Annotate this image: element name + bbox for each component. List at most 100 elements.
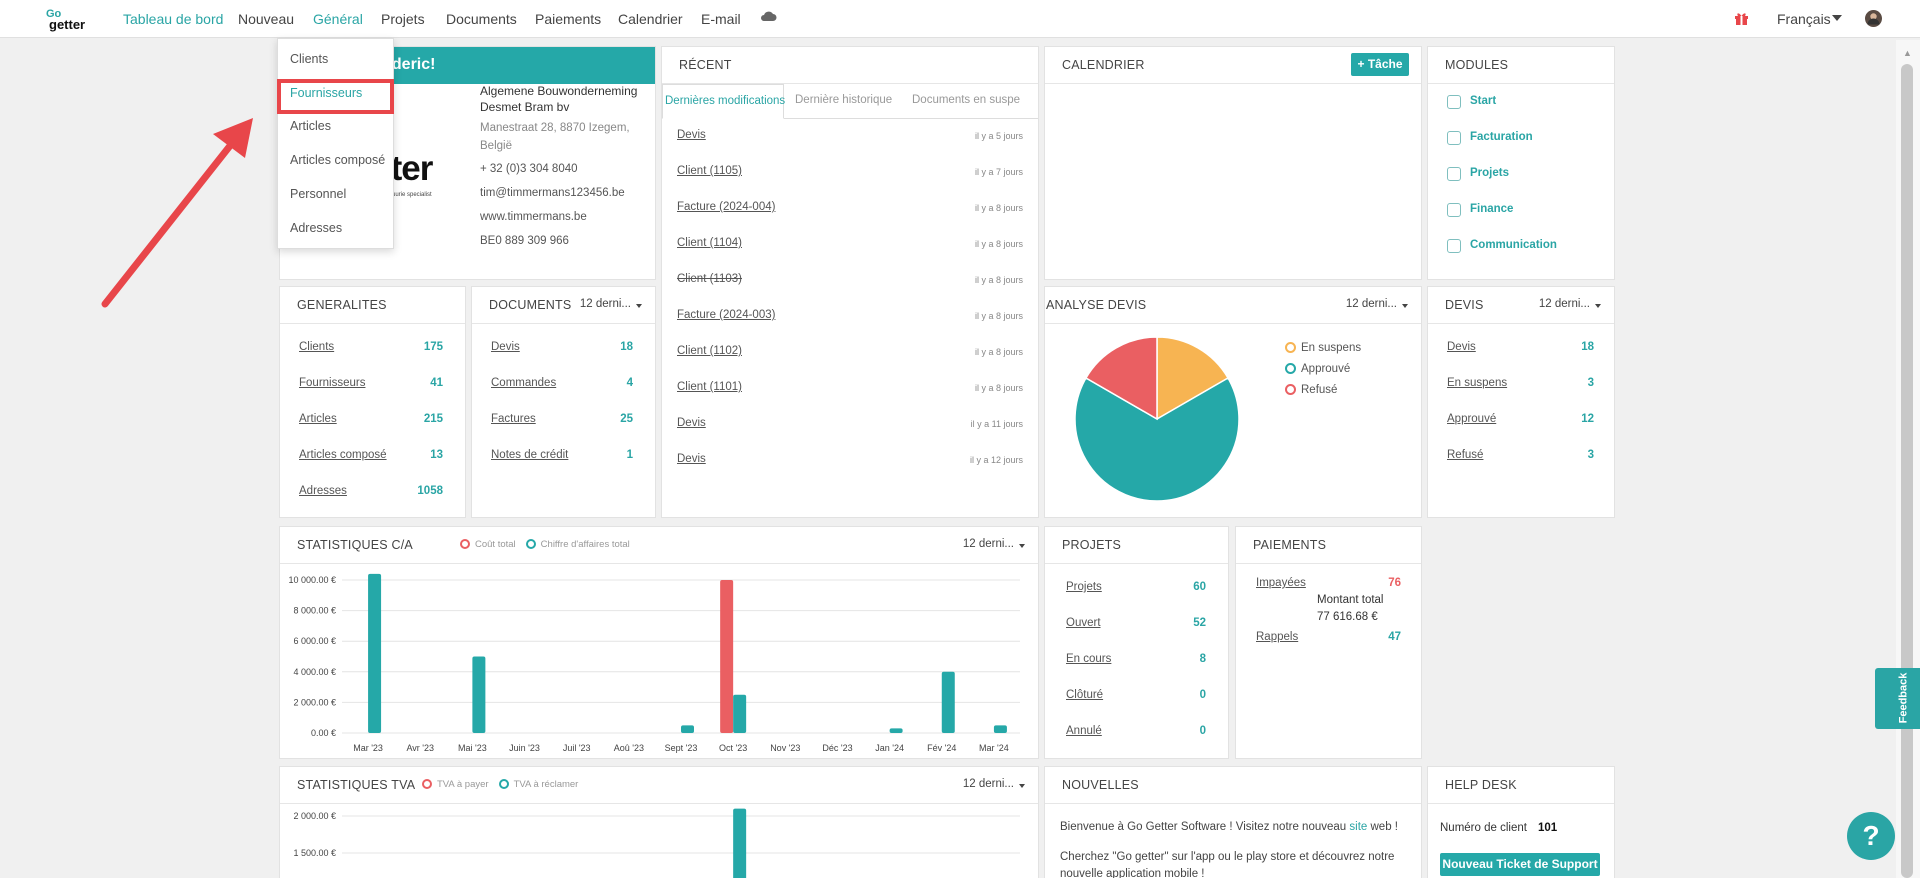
legend-tva-a-reclamer[interactable]: TVA à réclamer (498, 779, 578, 790)
recent-item-link[interactable]: Client (1104) (677, 237, 742, 249)
module-finance-link[interactable]: Finance (1470, 203, 1514, 215)
tab-documents-en-suspens[interactable]: Documents en suspe (912, 94, 1021, 106)
stats-ca-period-select[interactable]: 12 derni... (962, 538, 1014, 550)
generalites-adresses-value: 1058 (417, 485, 443, 497)
tab-derniere-historique[interactable]: Dernière historique (795, 94, 893, 106)
nav-projets[interactable]: Projets (381, 11, 425, 27)
documents-devis-link[interactable]: Devis (491, 341, 520, 353)
bar-chiffre-d-affaires-total[interactable] (941, 671, 955, 733)
recent-item-link[interactable]: Client (1103) (677, 273, 742, 285)
dropdown-item-articles[interactable]: Articles (290, 119, 331, 133)
module-facturation-link[interactable]: Facturation (1470, 131, 1533, 143)
paiements-impayees-link[interactable]: Impayées (1256, 577, 1306, 589)
bar-chiffre-d-affaires-total[interactable] (681, 725, 694, 733)
add-task-button[interactable]: + Tâche (1351, 53, 1409, 76)
projets-annule-link[interactable]: Annulé (1066, 725, 1102, 737)
devis-en-suspens-link[interactable]: En suspens (1447, 377, 1508, 389)
projets-ouvert-link[interactable]: Ouvert (1066, 617, 1101, 629)
legend-chiffre-d-affaires-total[interactable]: Chiffre d'affaires total (525, 539, 630, 550)
legend-tva-a-payer[interactable]: TVA à payer (422, 779, 489, 790)
generalites-adresses-link[interactable]: Adresses (299, 485, 347, 497)
nav-tableau-de-bord[interactable]: Tableau de bord (123, 11, 224, 27)
devis-devis-link[interactable]: Devis (1447, 341, 1476, 353)
nav-nouveau[interactable]: Nouveau (238, 11, 295, 27)
cloud-icon[interactable] (760, 10, 777, 22)
generalites-fournisseurs-link[interactable]: Fournisseurs (299, 377, 366, 389)
module-projets-link[interactable]: Projets (1470, 167, 1509, 179)
recent-item-time: il y a 7 jours (974, 167, 1023, 177)
dropdown-item-clients[interactable]: Clients (290, 52, 329, 66)
devis-approuve-link[interactable]: Approuvé (1447, 413, 1497, 425)
stats-ca-title: STATISTIQUES C/A (297, 538, 413, 552)
recent-item-link[interactable]: Devis (677, 129, 706, 141)
company-address: Manestraat 28, 8870 Izegem, België (480, 119, 630, 155)
bar-chiffre-d-affaires-total[interactable] (368, 573, 382, 733)
nav-paiements[interactable]: Paiements (535, 11, 602, 27)
devis-refuse-link[interactable]: Refusé (1447, 449, 1484, 461)
projets-en-cours-link[interactable]: En cours (1066, 653, 1112, 665)
recent-item-link[interactable]: Client (1105) (677, 165, 742, 177)
projets-cloture-link[interactable]: Clôturé (1066, 689, 1104, 701)
gift-icon[interactable] (1734, 11, 1749, 26)
recent-item-link[interactable]: Devis (677, 417, 706, 429)
nav-documents[interactable]: Documents (446, 11, 517, 27)
generalites-articles-link[interactable]: Articles (299, 413, 337, 425)
recent-item-link[interactable]: Client (1102) (677, 345, 742, 357)
logo-getter-text: getter (49, 17, 85, 32)
language-selector[interactable]: Français (1777, 11, 1831, 27)
legend-label: TVA à payer (437, 779, 489, 790)
bar-tva-a-reclamer[interactable] (733, 808, 747, 878)
devis-period-select[interactable]: 12 derni... (1538, 298, 1590, 310)
new-support-ticket-button[interactable]: Nouveau Ticket de Support (1440, 853, 1600, 876)
bar-chiffre-d-affaires-total[interactable] (889, 728, 903, 733)
dropdown-item-adresses[interactable]: Adresses (290, 221, 343, 235)
legend-cout-total[interactable]: Coût total (460, 539, 516, 550)
recent-item-link[interactable]: Devis (677, 453, 706, 465)
legend-dot-icon (422, 779, 432, 789)
module-communication-link[interactable]: Communication (1470, 239, 1557, 251)
bar-cout-total[interactable] (720, 580, 734, 733)
documents-period-select[interactable]: 12 derni... (579, 298, 631, 310)
user-avatar[interactable] (1865, 10, 1882, 27)
pie-slice-approuve[interactable] (1075, 376, 1239, 501)
recent-item-link[interactable]: Facture (2024-003) (677, 309, 776, 321)
bar-chiffre-d-affaires-total[interactable] (733, 694, 747, 733)
recent-item-link[interactable]: Client (1101) (677, 381, 742, 393)
documents-factures-link[interactable]: Factures (491, 413, 536, 425)
nav-general[interactable]: Général (313, 11, 363, 27)
recent-item-time: il y a 8 jours (974, 383, 1023, 393)
dropdown-item-personnel[interactable]: Personnel (290, 187, 347, 201)
generalites-articles-compose-link[interactable]: Articles composé (299, 449, 387, 461)
scroll-up-icon[interactable]: ▲ (1903, 48, 1912, 58)
dropdown-item-fournisseurs[interactable]: Fournisseurs (290, 86, 363, 100)
company-website[interactable]: www.timmermans.be (480, 211, 587, 223)
paiements-header: PAIEMENTS (1236, 527, 1421, 564)
go-getter-logo[interactable]: Go getter (44, 6, 100, 32)
bar-chiffre-d-affaires-total[interactable] (472, 656, 486, 734)
fournisseurs-highlight-box (277, 79, 394, 114)
feedback-tab[interactable]: Feedback (1875, 668, 1920, 729)
documents-commandes-value: 4 (626, 377, 633, 389)
pie-slice-refuse[interactable] (1084, 337, 1158, 421)
recent-item-link[interactable]: Facture (2024-004) (677, 201, 776, 213)
projets-projets-link[interactable]: Projets (1066, 581, 1102, 593)
nav-email[interactable]: E-mail (701, 11, 741, 27)
company-email[interactable]: tim@timmermans123456.be (480, 187, 625, 199)
stats-tva-period-select[interactable]: 12 derni... (962, 778, 1014, 790)
page-scrollbar-thumb[interactable] (1901, 64, 1913, 878)
documents-notes-de-credit-link[interactable]: Notes de crédit (491, 449, 569, 461)
nav-calendrier[interactable]: Calendrier (618, 11, 683, 27)
pie-slice-en-suspens[interactable] (1156, 337, 1230, 421)
module-start-link[interactable]: Start (1470, 95, 1497, 107)
helpdesk-header: HELP DESK (1428, 767, 1614, 804)
news-site-link[interactable]: site (1349, 821, 1368, 833)
stats-tva-legend: TVA à payer TVA à réclamer (422, 779, 588, 790)
tab-dernieres-modifications[interactable]: Dernières modifications (662, 84, 785, 119)
help-question-button[interactable]: ? (1847, 812, 1895, 860)
generalites-clients-link[interactable]: Clients (299, 341, 335, 353)
paiements-rappels-link[interactable]: Rappels (1256, 631, 1299, 643)
dropdown-item-articles-compose[interactable]: Articles composé (290, 153, 386, 167)
analyse-period-select[interactable]: 12 derni... (1345, 298, 1397, 310)
bar-chiffre-d-affaires-total[interactable] (993, 725, 1007, 733)
documents-commandes-link[interactable]: Commandes (491, 377, 557, 389)
